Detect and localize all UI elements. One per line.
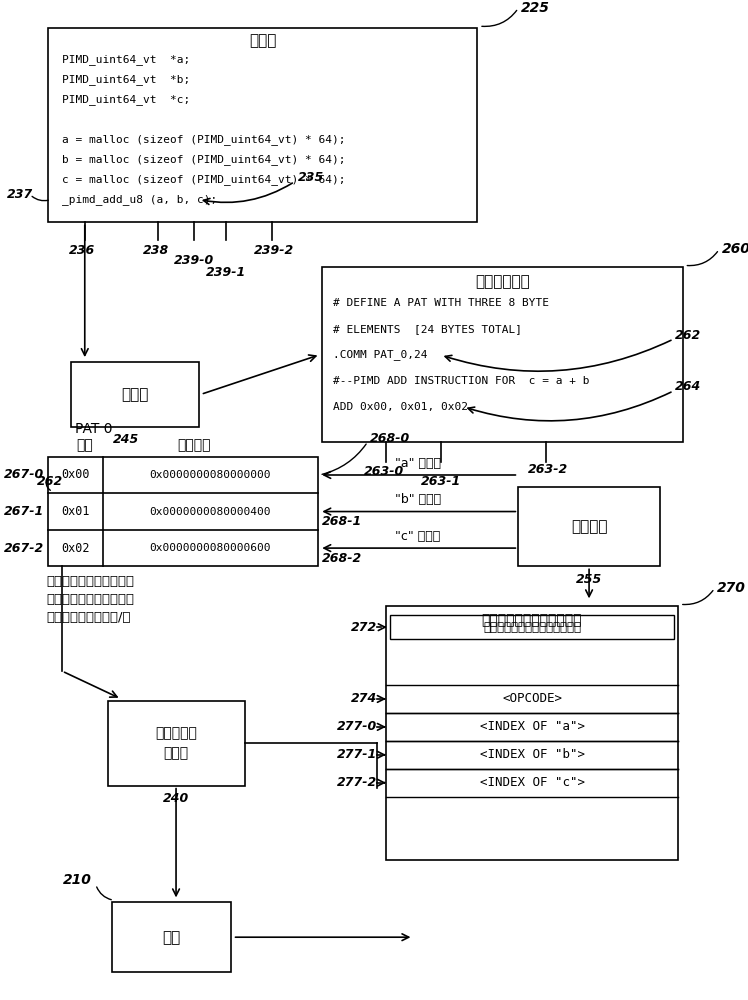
Text: "c" 的地址: "c" 的地址 [395, 530, 441, 543]
Text: 263-1: 263-1 [420, 475, 461, 488]
Bar [49, 457, 317, 566]
Text: 238: 238 [143, 244, 169, 257]
Text: <INDEX OF "a">: <INDEX OF "a"> [479, 720, 584, 733]
Text: b = malloc (sizeof (PIMD_uint64_vt) * 64);: b = malloc (sizeof (PIMD_uint64_vt) * 64… [62, 154, 346, 165]
Text: 267-0: 267-0 [4, 468, 43, 481]
Text: "b" 的地址: "b" 的地址 [395, 493, 441, 506]
Text: 239-2: 239-2 [254, 244, 294, 257]
Text: 在存储器装置中执行表的基地址: 在存储器装置中执行表的基地址 [483, 621, 581, 634]
Text: # ELEMENTS  [24 BYTES TOTAL]: # ELEMENTS [24 BYTES TOTAL] [333, 324, 522, 334]
Text: 235: 235 [298, 171, 324, 184]
Text: .COMM PAT_0,24: .COMM PAT_0,24 [333, 350, 428, 360]
Text: #--PIMD ADD INSTRUCTION FOR  c = a + b: #--PIMD ADD INSTRUCTION FOR c = a + b [333, 376, 589, 386]
Text: 0x01: 0x01 [61, 505, 90, 518]
Text: 存储器装置中执行地址表: 存储器装置中执行地址表 [46, 593, 135, 606]
Text: 样本码: 样本码 [249, 34, 277, 49]
Text: PIMD_uint64_vt  *b;: PIMD_uint64_vt *b; [62, 74, 190, 85]
Text: 262: 262 [37, 475, 64, 488]
Text: 210: 210 [63, 873, 92, 887]
Text: 277-2: 277-2 [337, 776, 377, 789]
Text: 267-2: 267-2 [4, 542, 43, 555]
Text: 245: 245 [113, 433, 139, 446]
Text: 装置: 装置 [162, 930, 180, 945]
Text: <INDEX OF "c">: <INDEX OF "c"> [479, 776, 584, 789]
Text: 263-2: 263-2 [527, 463, 568, 476]
Text: 272: 272 [351, 621, 377, 634]
Text: PIMD_uint64_vt  *c;: PIMD_uint64_vt *c; [62, 94, 190, 105]
Text: 0x0000000080000400: 0x0000000080000400 [150, 507, 271, 517]
Bar [112, 902, 231, 972]
Text: "a" 的地址: "a" 的地址 [395, 457, 441, 470]
Text: 262: 262 [675, 329, 702, 342]
Text: 255: 255 [576, 573, 602, 586]
Text: 236: 236 [69, 244, 95, 257]
Bar [49, 28, 477, 222]
Text: a = malloc (sizeof (PIMD_uint64_vt) * 64);: a = malloc (sizeof (PIMD_uint64_vt) * 64… [62, 134, 346, 145]
Bar [108, 701, 245, 786]
Text: PAT 0: PAT 0 [75, 422, 113, 436]
Text: 地址且将其转换成行/列: 地址且将其转换成行/列 [46, 611, 131, 624]
Bar [386, 606, 678, 860]
Text: 在存储器装置中执行调度块: 在存储器装置中执行调度块 [482, 613, 582, 627]
Text: 268-2: 268-2 [322, 552, 362, 565]
Text: 地址元素: 地址元素 [177, 438, 211, 452]
Text: 268-1: 268-1 [322, 515, 362, 528]
Text: 268-0: 268-0 [370, 432, 410, 445]
Text: _pimd_add_u8 (a, b, c);: _pimd_add_u8 (a, b, c); [62, 194, 217, 205]
Text: 存储器通道: 存储器通道 [155, 726, 197, 740]
Text: 239-0: 239-0 [174, 254, 215, 267]
Text: 239-1: 239-1 [206, 266, 246, 279]
Text: 237: 237 [7, 188, 34, 201]
Text: 控制器: 控制器 [164, 746, 188, 760]
Text: 0x0000000080000600: 0x0000000080000600 [150, 543, 271, 553]
Text: 274: 274 [351, 692, 377, 705]
Text: 267-1: 267-1 [4, 505, 43, 518]
Text: 0x00: 0x00 [61, 468, 90, 481]
Text: 260: 260 [722, 242, 748, 256]
Text: 存储器通道控制器取得在: 存储器通道控制器取得在 [46, 575, 135, 588]
Text: <OPCODE>: <OPCODE> [502, 692, 562, 705]
Text: 263-0: 263-0 [364, 465, 404, 478]
Text: 编译器: 编译器 [121, 387, 149, 402]
Text: <INDEX OF "b">: <INDEX OF "b"> [479, 748, 584, 761]
Text: 277-1: 277-1 [337, 748, 377, 761]
Text: 0x02: 0x02 [61, 542, 90, 555]
Text: 240: 240 [163, 792, 189, 805]
Text: 225: 225 [521, 1, 550, 15]
Text: c = malloc (sizeof (PIMD_uint64_vt) * 64);: c = malloc (sizeof (PIMD_uint64_vt) * 64… [62, 174, 346, 185]
Text: 索引: 索引 [76, 438, 94, 452]
Text: PIMD_uint64_vt  *a;: PIMD_uint64_vt *a; [62, 55, 190, 65]
Text: 0x0000000080000000: 0x0000000080000000 [150, 470, 271, 480]
Text: 样本目标文件: 样本目标文件 [475, 274, 530, 289]
Bar [71, 362, 199, 427]
Text: ADD 0x00, 0x01, 0x02: ADD 0x00, 0x01, 0x02 [333, 402, 468, 412]
Text: 277-0: 277-0 [337, 720, 377, 733]
Text: 264: 264 [675, 380, 702, 393]
Bar [322, 267, 683, 442]
Bar [518, 487, 660, 566]
Text: # DEFINE A PAT WITH THREE 8 BYTE: # DEFINE A PAT WITH THREE 8 BYTE [333, 298, 549, 308]
Bar [390, 615, 675, 639]
Text: 270: 270 [717, 581, 747, 595]
Text: 运行时间: 运行时间 [571, 519, 607, 534]
